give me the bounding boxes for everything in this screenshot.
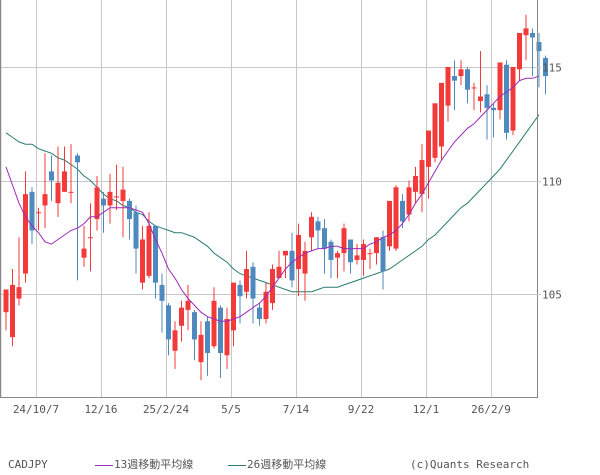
legend-symbol: CADJPY	[8, 458, 48, 472]
ma13-swatch-icon	[95, 464, 113, 466]
x-axis-labels: 24/10/7 12/16 25/2/24 5/5 7/14 9/22 12/1 26/2/9	[13, 403, 511, 416]
copyright: (c)Quants Research	[410, 458, 529, 472]
x-tick-label: 7/14	[283, 403, 310, 416]
x-tick-label: 5/5	[221, 403, 241, 416]
legend-ma26: 26週移動平均線	[228, 458, 326, 472]
candles	[3, 14, 548, 381]
y-axis-labels: 105 110 115	[537, 62, 562, 302]
ma26-label: 26週移動平均線	[247, 458, 327, 471]
x-tick-label: 24/10/7	[13, 403, 59, 416]
x-tick-label: 9/22	[348, 403, 375, 416]
x-tick-label: 12/1	[413, 403, 440, 416]
grid-lines	[1, 0, 537, 397]
x-tick-label: 25/2/24	[143, 403, 190, 416]
x-tick-label: 26/2/9	[471, 403, 511, 416]
plot-frame	[0, 0, 538, 398]
symbol-label: CADJPY	[8, 458, 48, 471]
x-tick-label: 12/16	[84, 403, 117, 416]
y-tick-label: 115	[542, 62, 562, 75]
ma13-line	[5, 75, 540, 322]
y-tick-label: 110	[542, 176, 562, 189]
y-tick-label: 105	[542, 289, 562, 302]
copyright-text: (c)Quants Research	[410, 458, 530, 471]
ma13-label: 13週移動平均線	[114, 458, 194, 471]
candlestick-chart: 105 110 115 24/10/7 12/16 25/2/24 5/5 7/14 9/22…	[0, 0, 562, 416]
legend-ma13: 13週移動平均線	[95, 458, 193, 472]
ma26-swatch-icon	[228, 464, 246, 466]
